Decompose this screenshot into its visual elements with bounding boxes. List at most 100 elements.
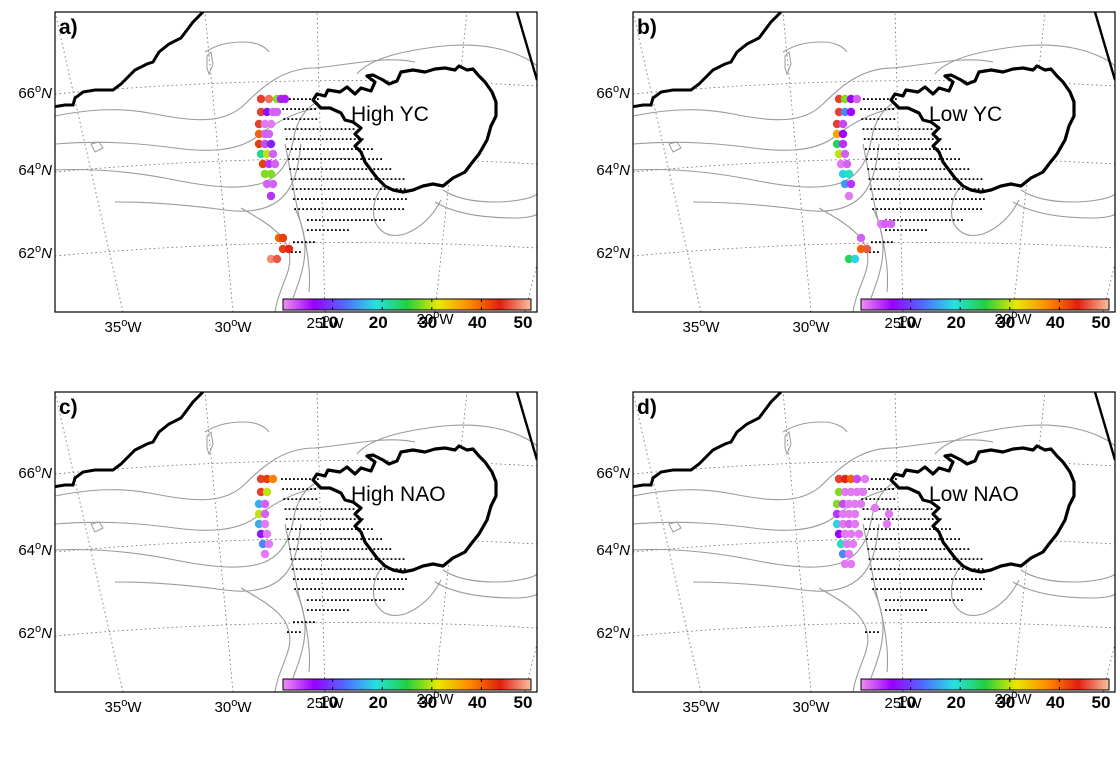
station-dot bbox=[935, 578, 937, 580]
station-dot bbox=[972, 588, 974, 590]
meridian-line bbox=[316, 392, 326, 692]
station-dot bbox=[341, 548, 344, 550]
station-dot bbox=[880, 558, 883, 560]
station-dot bbox=[305, 198, 307, 200]
catch-marker bbox=[832, 139, 842, 149]
station-dot bbox=[324, 538, 326, 540]
station-dot bbox=[316, 128, 319, 130]
station-dot bbox=[871, 198, 873, 200]
station-dot bbox=[882, 538, 884, 540]
depth-contour bbox=[633, 99, 900, 188]
station-dot bbox=[350, 558, 353, 560]
station-dot bbox=[346, 208, 348, 210]
greenland-coastline bbox=[633, 392, 783, 489]
station-dot bbox=[338, 178, 341, 180]
catch-marker bbox=[834, 94, 844, 104]
station-dot bbox=[402, 588, 404, 590]
station-dot bbox=[953, 568, 956, 570]
station-dot bbox=[928, 588, 930, 590]
station-dot bbox=[902, 158, 904, 160]
station-dot bbox=[959, 168, 962, 170]
scenario-label: Low YC bbox=[929, 103, 1003, 126]
station-dot bbox=[294, 208, 296, 210]
station-dot bbox=[933, 528, 935, 530]
station-dot bbox=[890, 538, 892, 540]
station-dot bbox=[979, 578, 981, 580]
station-dot bbox=[343, 148, 345, 150]
station-dot bbox=[913, 188, 916, 190]
station-dot bbox=[359, 219, 361, 221]
station-dot bbox=[968, 558, 971, 560]
station-dot bbox=[367, 528, 369, 530]
station-dot bbox=[323, 528, 325, 530]
station-dot bbox=[395, 568, 398, 570]
station-dot bbox=[918, 158, 920, 160]
station-dot bbox=[344, 128, 347, 130]
station-dot bbox=[285, 138, 288, 140]
station-dot bbox=[889, 528, 891, 530]
station-dot bbox=[942, 158, 944, 160]
catch-marker bbox=[834, 487, 844, 497]
catch-marker bbox=[260, 499, 270, 509]
station-dot bbox=[319, 219, 321, 221]
station-dot bbox=[348, 538, 350, 540]
station-dot bbox=[303, 498, 306, 500]
station-dot bbox=[354, 588, 356, 590]
station-dot bbox=[881, 568, 884, 570]
station-dot bbox=[880, 588, 882, 590]
station-dot bbox=[358, 558, 361, 560]
station-dot bbox=[921, 568, 924, 570]
station-dot bbox=[299, 251, 301, 253]
station-dot bbox=[904, 558, 907, 560]
catch-marker bbox=[880, 219, 890, 229]
station-dot bbox=[931, 578, 933, 580]
station-dot bbox=[910, 508, 913, 510]
station-dot bbox=[926, 158, 928, 160]
station-dot bbox=[295, 118, 298, 120]
station-dot bbox=[338, 588, 340, 590]
station-dot bbox=[932, 208, 934, 210]
station-dot bbox=[312, 158, 314, 160]
station-dot bbox=[872, 208, 874, 210]
station-dot bbox=[335, 528, 337, 530]
station-dot bbox=[933, 568, 936, 570]
station-dot bbox=[308, 538, 310, 540]
catch-marker bbox=[852, 94, 862, 104]
station-dot bbox=[341, 168, 344, 170]
station-dot bbox=[339, 568, 342, 570]
station-dot bbox=[906, 128, 909, 130]
depth-contour bbox=[782, 41, 848, 53]
station-dot bbox=[951, 578, 953, 580]
station-dot bbox=[365, 168, 368, 170]
catch-marker bbox=[258, 539, 268, 549]
station-dot bbox=[915, 578, 917, 580]
station-dot bbox=[288, 128, 291, 130]
station-dot bbox=[325, 578, 327, 580]
station-dot bbox=[939, 518, 942, 520]
station-dot bbox=[939, 138, 942, 140]
station-dot bbox=[897, 528, 899, 530]
station-dot bbox=[929, 528, 931, 530]
station-dot bbox=[299, 148, 301, 150]
station-dot bbox=[341, 138, 344, 140]
meridian-line bbox=[633, 392, 702, 692]
station-dot bbox=[891, 478, 893, 480]
catch-marker bbox=[268, 179, 278, 189]
station-dot bbox=[896, 558, 899, 560]
longitude-tick-label: 25oW bbox=[885, 313, 923, 332]
station-dot bbox=[346, 178, 349, 180]
station-dot bbox=[879, 548, 882, 550]
station-dot bbox=[884, 558, 887, 560]
station-dot bbox=[945, 219, 947, 221]
catch-marker bbox=[844, 499, 854, 509]
station-dot bbox=[327, 568, 330, 570]
station-dot bbox=[315, 568, 318, 570]
station-dot bbox=[363, 568, 366, 570]
station-dot bbox=[309, 198, 311, 200]
station-dot bbox=[341, 518, 344, 520]
station-dot bbox=[347, 229, 349, 231]
station-dot bbox=[381, 548, 384, 550]
depth-contour bbox=[240, 587, 291, 692]
station-dot bbox=[907, 168, 910, 170]
station-dot bbox=[869, 251, 871, 253]
